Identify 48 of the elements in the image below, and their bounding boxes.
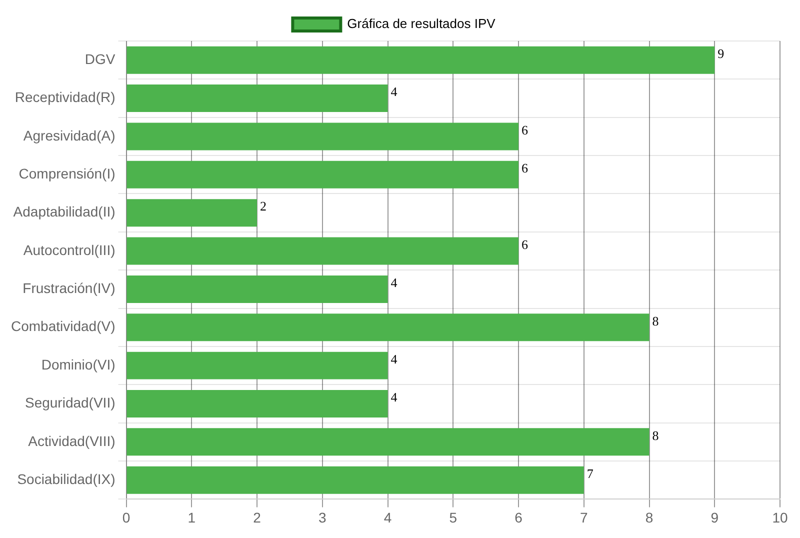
x-tick-label: 2 [253, 509, 262, 526]
data-label: 6 [522, 160, 529, 176]
y-tick-label: Frustración(IV) [22, 280, 116, 296]
x-tick-label: 4 [384, 509, 392, 526]
data-label: 6 [522, 236, 529, 252]
data-label: 4 [390, 84, 398, 100]
x-tick-label: 9 [710, 509, 719, 526]
bar [126, 84, 388, 112]
bar [126, 46, 715, 74]
x-tick-label: 3 [318, 509, 326, 526]
x-tick-label: 7 [580, 509, 588, 526]
bar [126, 199, 258, 227]
bar [126, 237, 519, 265]
y-tick-label: Comprensión(I) [18, 166, 116, 182]
x-tick-label: 5 [449, 509, 458, 526]
data-label: 2 [260, 198, 267, 214]
x-tick-label: 10 [772, 509, 788, 526]
bar [126, 352, 388, 380]
data-label: 4 [390, 351, 398, 366]
data-label: 7 [586, 466, 594, 482]
y-tick-label: Seguridad(VII) [24, 394, 116, 411]
y-tick-label: DGV [84, 50, 116, 67]
y-tick-label: Actividad(VIII) [28, 432, 116, 449]
data-label: 6 [522, 122, 529, 138]
y-tick-label: Dominio(VI) [41, 356, 116, 372]
y-tick-label: Combatividad(V) [10, 318, 116, 334]
bar [126, 428, 650, 456]
bar [126, 122, 519, 150]
y-tick-label: Receptividad(R) [14, 89, 116, 106]
data-label: 4 [390, 390, 398, 405]
y-tick-label: Adaptabilidad(II) [13, 204, 116, 220]
data-label: 8 [652, 313, 659, 328]
x-tick-label: 6 [514, 509, 523, 526]
bar [126, 390, 388, 418]
y-tick-label: Agresividad(A) [23, 127, 116, 144]
bar [126, 314, 650, 342]
bar [126, 275, 388, 303]
y-tick-label: Sociabilidad(IX) [17, 470, 116, 487]
data-label: 4 [390, 275, 398, 290]
legend-label: Gráfica de resultados IPV [347, 16, 496, 32]
bar [126, 466, 584, 494]
bar [126, 160, 519, 188]
y-tick-label: Autocontrol(III) [23, 242, 116, 258]
x-tick-label: 1 [188, 509, 196, 526]
x-tick-label: 0 [122, 509, 130, 526]
data-label: 9 [718, 46, 724, 62]
data-label: 8 [652, 428, 659, 443]
x-tick-label: 8 [645, 509, 654, 526]
